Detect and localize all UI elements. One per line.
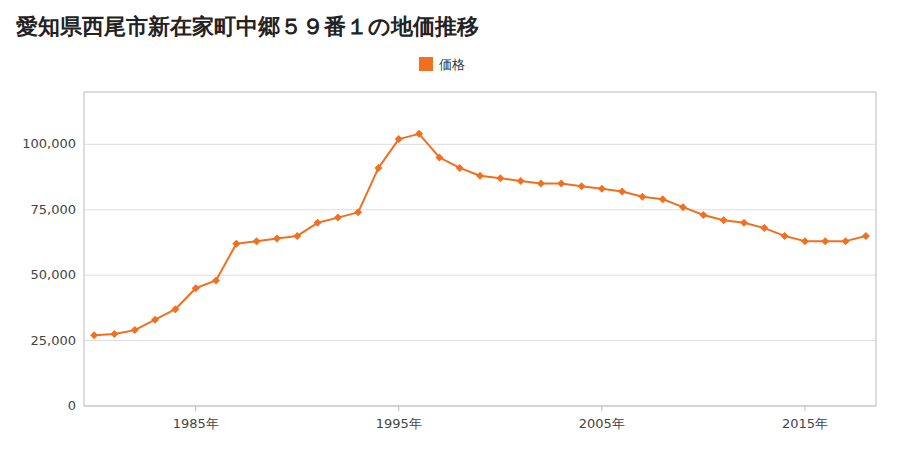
marker [253, 237, 261, 245]
marker [131, 326, 139, 334]
marker [821, 237, 829, 245]
title: 愛知県西尾市新在家町中郷５９番１の地価推移 [16, 14, 479, 39]
x-tick [398, 406, 399, 411]
marker [354, 208, 362, 216]
marker [151, 316, 159, 324]
marker [760, 224, 768, 232]
y-tick-label: 25,000 [31, 333, 77, 348]
x-tick-label: 1995年 [376, 416, 422, 431]
marker [537, 180, 545, 188]
marker [598, 185, 606, 193]
chart: 愛知県西尾市新在家町中郷５９番１の地価推移 0 25,000 50,000 75,000… [0, 0, 900, 450]
grid-line [84, 209, 876, 210]
plot-area [90, 130, 870, 339]
marker [476, 172, 484, 180]
marker [171, 305, 179, 313]
marker [232, 240, 240, 248]
x-tick [601, 406, 602, 411]
marker [415, 130, 423, 138]
marker [314, 219, 322, 227]
marker [517, 177, 525, 185]
marker [781, 232, 789, 240]
x-tick-label: 1985年 [173, 416, 219, 431]
marker [699, 211, 707, 219]
marker [578, 182, 586, 190]
marker [273, 235, 281, 243]
marker [638, 193, 646, 201]
marker [496, 174, 504, 182]
marker [395, 135, 403, 143]
y-tick-label: 50,000 [31, 267, 77, 282]
marker [720, 216, 728, 224]
marker [192, 284, 200, 292]
marker [618, 187, 626, 195]
marker [374, 164, 382, 172]
marker [740, 219, 748, 227]
marker [110, 330, 118, 338]
legend-swatch [419, 57, 433, 71]
marker [842, 237, 850, 245]
x-tick-label: 2005年 [579, 416, 625, 431]
marker [212, 276, 220, 284]
marker [334, 214, 342, 222]
background [0, 0, 900, 450]
grid-line [84, 144, 876, 145]
marker [435, 153, 443, 161]
marker [862, 232, 870, 240]
y-grid [84, 144, 876, 406]
marker [801, 237, 809, 245]
y-tick-label: 0 [68, 398, 76, 413]
legend: 価格 [419, 57, 465, 72]
legend-label: 価格 [439, 57, 465, 72]
marker [293, 232, 301, 240]
marker [659, 195, 667, 203]
marker [557, 180, 565, 188]
marker [456, 164, 464, 172]
y-tick-label: 100,000 [22, 136, 76, 151]
grid-line [84, 275, 876, 276]
marker [679, 203, 687, 211]
x-tick [195, 406, 196, 411]
marker [90, 331, 98, 339]
grid-line [84, 340, 876, 341]
x-tick-label: 2015年 [782, 416, 828, 431]
y-tick-label: 75,000 [31, 202, 77, 217]
plot-frame [84, 92, 876, 406]
x-tick [804, 406, 805, 411]
line [94, 134, 866, 335]
